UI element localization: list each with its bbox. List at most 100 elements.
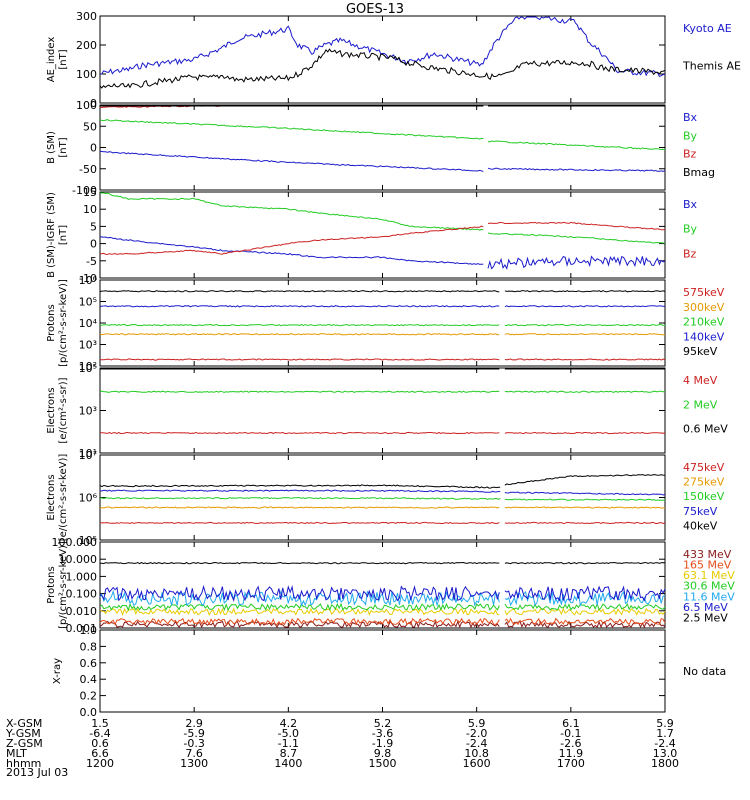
ephemeris-value: -5.9 <box>183 727 205 740</box>
panel-frame-6 <box>99 541 666 629</box>
y-axis-label: Protons <box>46 566 57 603</box>
series-line-300keV <box>504 333 665 336</box>
series-line-6.5-MeV <box>504 585 666 602</box>
series-line-Themis-AE <box>99 48 666 89</box>
ephemeris-value: 5.2 <box>373 717 392 730</box>
panel-frame-5 <box>99 454 666 541</box>
y-axis-label: X-ray <box>52 658 63 684</box>
ephemeris-value: 8.7 <box>279 747 298 760</box>
ephemeris-value: 5.9 <box>656 717 674 730</box>
y-tick-label: 0.6 <box>80 657 98 670</box>
legend-label: 433 MeV <box>683 548 732 561</box>
legend-label: Bz <box>683 148 697 161</box>
y-axis-label: [p/(cm²-s-sr-keV)] <box>58 541 69 629</box>
y-tick-label: 10² <box>79 360 97 373</box>
ephemeris-value: -0.3 <box>183 737 205 750</box>
y-tick-label: 0 <box>90 142 97 155</box>
legend-label: 11.6 MeV <box>683 590 735 603</box>
legend-label: 30.6 MeV <box>683 580 735 593</box>
series-line-150keV <box>504 498 666 501</box>
series-line-30.6-MeV <box>99 602 500 612</box>
series-line-475keV <box>504 521 666 525</box>
ephemeris-value: 13.0 <box>652 747 678 760</box>
y-axis-label: Protons <box>46 304 57 341</box>
y-tick-label: 0.8 <box>80 640 98 653</box>
ephemeris-value: -3.6 <box>371 727 394 740</box>
y-tick-label: 0 <box>90 97 97 110</box>
series-line-2-MeV <box>504 390 666 393</box>
y-tick-label: 100.000 <box>52 536 98 549</box>
series-line-300keV <box>99 333 500 336</box>
series-line-Bx <box>99 236 484 265</box>
legend-label: 95keV <box>683 345 718 358</box>
ephemeris-value: 1700 <box>556 757 585 770</box>
ephemeris-value: 7.6 <box>185 747 203 760</box>
ephemeris-value: 0.6 <box>91 737 109 750</box>
legend-label: 140keV <box>683 330 725 343</box>
ephemeris-value: 11.9 <box>558 747 584 760</box>
series-line-475keV <box>99 521 500 525</box>
ephemeris-label: Z-GSM <box>6 737 43 750</box>
legend-label: By <box>683 129 698 142</box>
y-axis-label: Electrons <box>46 387 57 433</box>
legend-label: 4 MeV <box>683 374 718 387</box>
legend-label: 75keV <box>683 505 718 518</box>
series-line-By <box>487 232 666 244</box>
legend-label: 575keV <box>683 286 725 299</box>
series-line-575keV <box>99 358 500 361</box>
series-line-75keV <box>99 489 501 493</box>
series-line-150keV <box>99 496 501 500</box>
y-tick-label: 0.100 <box>66 588 98 601</box>
legend-label: 300keV <box>683 301 725 314</box>
y-tick-label: 0.0 <box>80 706 98 719</box>
series-line-63.1-MeV <box>504 607 666 616</box>
series-line-By <box>487 140 666 151</box>
y-axis-label: Electrons <box>46 474 57 520</box>
ephemeris-label: X-GSM <box>6 717 43 730</box>
y-tick-label: 100 <box>76 99 97 112</box>
series-line-140keV <box>99 305 500 308</box>
series-line-40keV <box>99 484 501 489</box>
y-axis-label: [nT] <box>58 225 69 245</box>
series-line-Bz <box>99 225 484 255</box>
y-tick-label: 10.000 <box>59 553 98 566</box>
ephemeris-value: -2.6 <box>560 737 582 750</box>
legend-label: By <box>683 223 698 236</box>
y-tick-label: 10¹ <box>79 447 97 460</box>
series-line-165-MeV <box>99 617 500 626</box>
series-line-275keV <box>99 506 500 509</box>
series-line-40keV <box>504 473 666 486</box>
series-line-433-MeV <box>99 620 500 629</box>
y-tick-label: 10⁵ <box>79 362 97 375</box>
y-tick-label: 200 <box>76 39 97 52</box>
ephemeris-value: 10.8 <box>464 747 489 760</box>
panel-frame-4 <box>99 367 666 454</box>
y-tick-label: 0.4 <box>80 673 98 686</box>
y-tick-label: -10 <box>79 272 97 285</box>
legend-label: Bx <box>683 198 698 211</box>
series-line-165-MeV <box>504 617 666 626</box>
series-line-By <box>100 192 484 231</box>
y-tick-label: 0.2 <box>80 690 98 703</box>
legend-label: Bx <box>683 111 698 124</box>
legend-label: 150keV <box>683 490 725 503</box>
ephemeris-value: -6.4 <box>89 727 111 740</box>
y-tick-label: 10⁶ <box>79 492 98 505</box>
ephemeris-value: 2.9 <box>185 717 203 730</box>
legend-label: 0.6 MeV <box>683 423 728 436</box>
ephemeris-value: 6.1 <box>562 717 580 730</box>
legend-label: 2.5 MeV <box>683 611 728 624</box>
series-line-575keV <box>504 358 666 361</box>
series-line-95keV <box>504 290 666 293</box>
series-line-30.6-MeV <box>504 602 666 611</box>
series-line-Kyoto-AE <box>99 16 666 78</box>
panel-frame-3 <box>99 279 666 367</box>
y-tick-label: 1.0 <box>80 624 98 637</box>
legend-label: 63.1 MeV <box>683 569 735 582</box>
ephemeris-value: 1400 <box>274 757 303 770</box>
ephemeris-value: 1.7 <box>656 727 674 740</box>
legend-label: Kyoto AE <box>683 22 732 35</box>
legend-label: 6.5 MeV <box>683 601 728 614</box>
ephemeris-value: -0.1 <box>560 727 582 740</box>
